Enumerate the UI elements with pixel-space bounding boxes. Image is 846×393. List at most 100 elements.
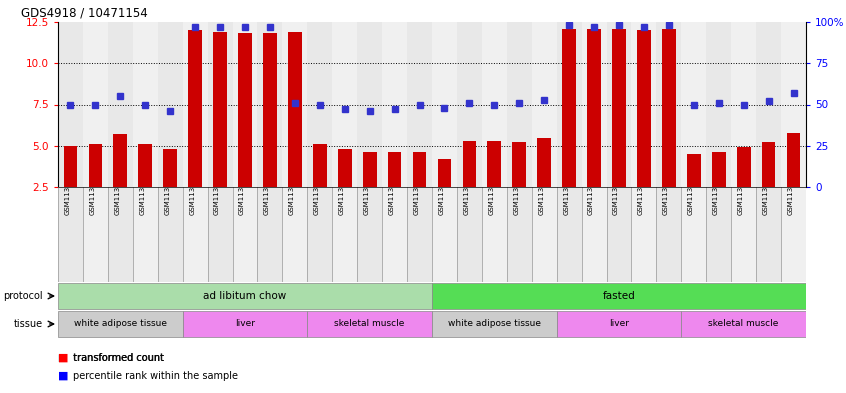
Bar	[432, 310, 557, 338]
Text: liver: liver	[609, 320, 629, 329]
Bar	[183, 187, 207, 282]
Text: GSM1131285: GSM1131285	[239, 168, 245, 215]
Text: GSM1131290: GSM1131290	[364, 168, 370, 215]
Bar	[307, 22, 332, 187]
Text: GSM1131279: GSM1131279	[90, 168, 96, 215]
Bar	[83, 22, 108, 187]
Bar	[307, 187, 332, 282]
Bar	[108, 187, 133, 282]
Bar	[781, 187, 806, 282]
Bar	[58, 310, 183, 338]
Text: ■: ■	[58, 353, 69, 363]
Text: GSM1131288: GSM1131288	[314, 168, 320, 215]
Bar	[607, 187, 631, 282]
Bar	[183, 310, 307, 338]
Bar	[781, 22, 806, 187]
Bar	[387, 152, 402, 187]
Bar	[581, 22, 607, 187]
Bar	[737, 147, 750, 187]
Bar	[756, 187, 781, 282]
Bar	[157, 22, 183, 187]
Bar	[432, 187, 457, 282]
Bar	[557, 22, 581, 187]
Bar	[706, 22, 731, 187]
Bar	[108, 22, 133, 187]
Bar	[631, 22, 656, 187]
Bar	[681, 22, 706, 187]
Bar	[113, 134, 127, 187]
Bar	[213, 32, 227, 187]
Bar	[482, 22, 507, 187]
Text: GSM1131306: GSM1131306	[762, 168, 769, 215]
Text: GSM1131298: GSM1131298	[563, 168, 569, 215]
Bar	[313, 144, 327, 187]
Bar	[507, 22, 532, 187]
Bar	[58, 187, 83, 282]
Text: GSM1131284: GSM1131284	[214, 168, 220, 215]
Bar	[613, 29, 626, 187]
Bar	[332, 22, 357, 187]
Text: GSM1131286: GSM1131286	[264, 168, 270, 215]
Text: GSM1131305: GSM1131305	[738, 168, 744, 215]
Text: GSM1131283: GSM1131283	[190, 168, 195, 215]
Bar	[357, 22, 382, 187]
Text: GSM1131300: GSM1131300	[613, 168, 619, 215]
Bar	[656, 22, 681, 187]
Text: tissue: tissue	[14, 319, 43, 329]
Text: transformed count: transformed count	[74, 353, 164, 363]
Bar	[731, 22, 756, 187]
Bar	[63, 146, 77, 187]
Bar	[139, 144, 152, 187]
Bar	[58, 283, 432, 309]
Bar	[637, 30, 651, 187]
Bar	[407, 187, 432, 282]
Text: GSM1131287: GSM1131287	[288, 168, 295, 215]
Bar	[711, 152, 726, 187]
Bar	[233, 22, 257, 187]
Bar	[407, 22, 432, 187]
Text: GSM1131291: GSM1131291	[388, 168, 394, 215]
Bar	[731, 187, 756, 282]
Text: GSM1131281: GSM1131281	[140, 168, 146, 215]
Bar	[513, 142, 526, 187]
Text: GSM1131299: GSM1131299	[588, 168, 594, 215]
Bar	[413, 152, 426, 187]
Text: ■: ■	[58, 371, 69, 381]
Bar	[662, 29, 676, 187]
Bar	[487, 141, 501, 187]
Text: liver: liver	[235, 320, 255, 329]
Bar	[787, 132, 800, 187]
Bar	[457, 22, 482, 187]
Bar	[207, 22, 233, 187]
Bar	[288, 32, 302, 187]
Bar	[307, 310, 432, 338]
Bar	[437, 159, 451, 187]
Text: white adipose tissue: white adipose tissue	[448, 320, 541, 329]
Text: GSM1131307: GSM1131307	[788, 168, 794, 215]
Bar	[656, 187, 681, 282]
Text: GSM1131296: GSM1131296	[514, 168, 519, 215]
Text: white adipose tissue: white adipose tissue	[74, 320, 167, 329]
Bar	[507, 187, 532, 282]
Bar	[83, 187, 108, 282]
Bar	[263, 33, 277, 187]
Bar	[189, 30, 202, 187]
Bar	[382, 22, 407, 187]
Bar	[756, 22, 781, 187]
Bar	[338, 149, 352, 187]
Text: GSM1131301: GSM1131301	[638, 168, 644, 215]
Bar	[537, 138, 551, 187]
Bar	[133, 187, 157, 282]
Text: protocol: protocol	[3, 291, 43, 301]
Text: GSM1131289: GSM1131289	[338, 168, 344, 215]
Bar	[133, 22, 157, 187]
Bar	[532, 22, 557, 187]
Bar	[563, 29, 576, 187]
Bar	[761, 142, 776, 187]
Bar	[283, 22, 307, 187]
Text: GSM1131302: GSM1131302	[663, 168, 669, 215]
Text: GSM1131295: GSM1131295	[488, 168, 494, 215]
Bar	[457, 187, 482, 282]
Bar	[687, 154, 700, 187]
Text: skeletal muscle: skeletal muscle	[708, 320, 779, 329]
